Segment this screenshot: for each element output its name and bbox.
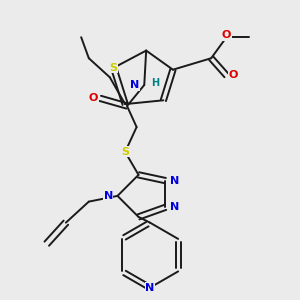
Text: N: N — [146, 283, 154, 293]
Text: S: S — [110, 63, 118, 73]
Text: O: O — [89, 93, 98, 103]
Text: H: H — [151, 78, 159, 88]
Text: N: N — [170, 202, 179, 212]
Text: S: S — [121, 147, 129, 157]
Text: N: N — [104, 191, 113, 201]
Text: O: O — [222, 30, 231, 40]
Text: N: N — [170, 176, 179, 186]
Text: N: N — [130, 80, 140, 90]
Text: O: O — [229, 70, 238, 80]
